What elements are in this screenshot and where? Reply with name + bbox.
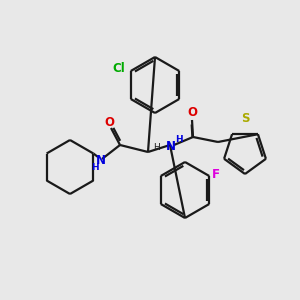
Text: S: S	[241, 112, 249, 124]
Text: H: H	[154, 143, 160, 152]
Text: O: O	[187, 106, 197, 119]
Text: H: H	[91, 163, 99, 172]
Text: N: N	[96, 154, 106, 166]
Text: O: O	[104, 116, 114, 130]
Text: N: N	[166, 140, 176, 152]
Text: Cl: Cl	[112, 62, 125, 76]
Text: H: H	[175, 136, 183, 145]
Text: F: F	[212, 167, 220, 181]
